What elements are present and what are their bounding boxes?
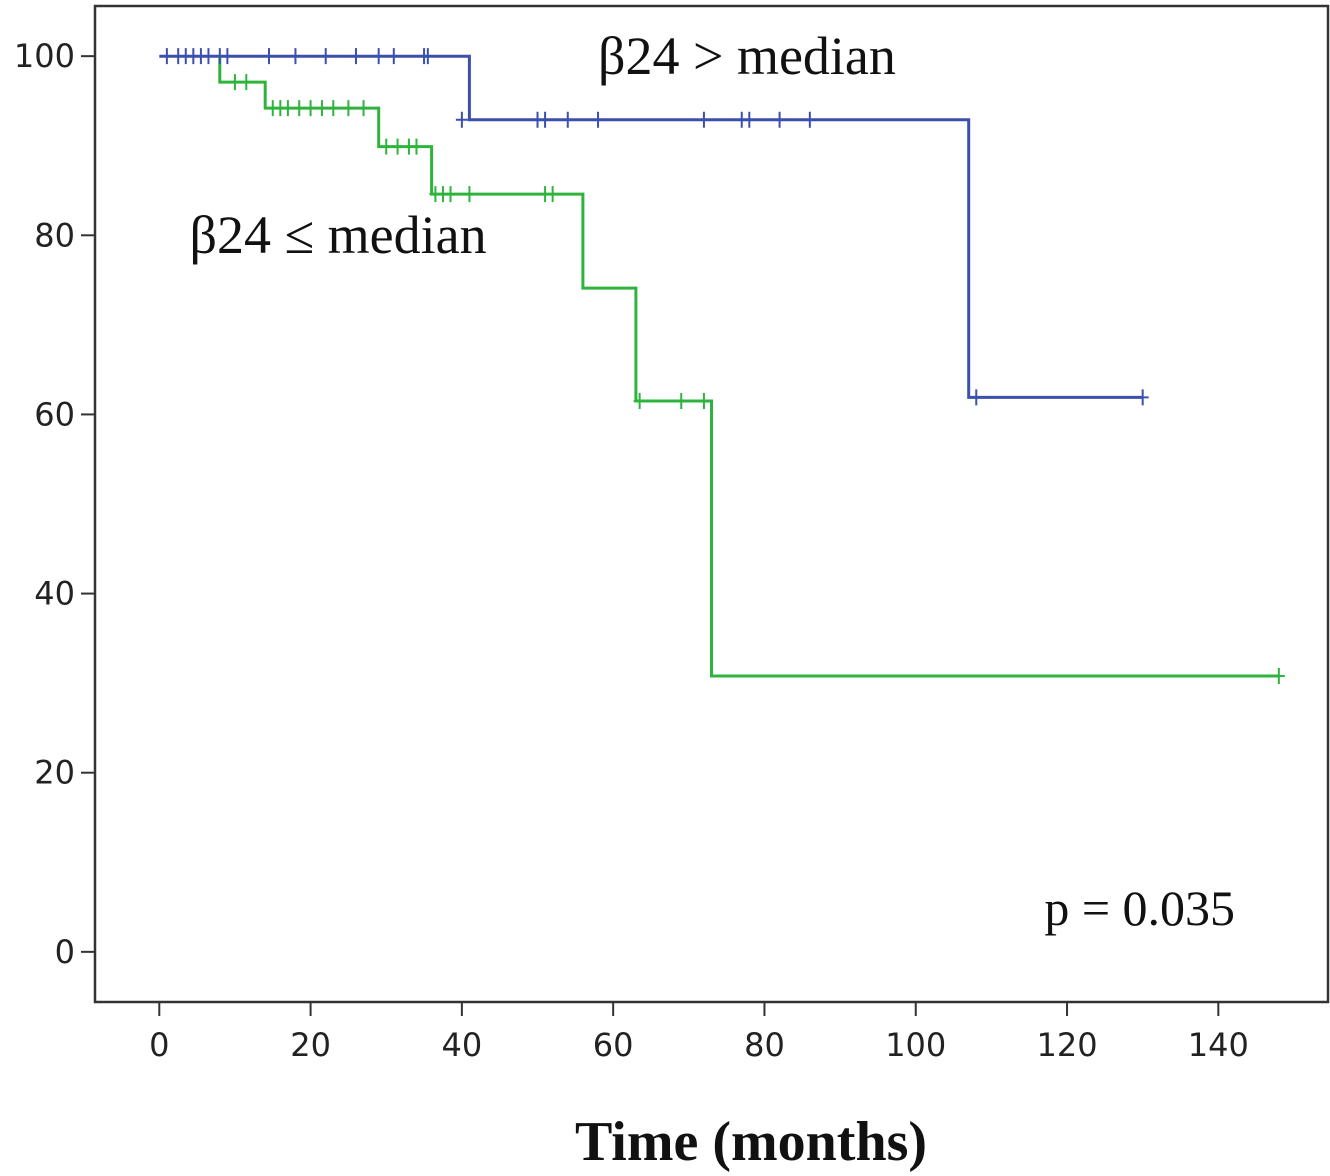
- censor-mark: [561, 111, 574, 128]
- censor-mark: [444, 186, 457, 203]
- censor-mark: [281, 100, 294, 117]
- censor-mark: [372, 48, 385, 65]
- censor-mark: [1272, 667, 1285, 684]
- censor-marks: [160, 48, 1285, 684]
- censor-mark: [463, 186, 476, 203]
- x-tick-label: 140: [1188, 1026, 1249, 1064]
- series-label-above-median: β24 > median: [598, 26, 896, 86]
- censor-mark: [675, 392, 688, 409]
- censor-mark: [743, 111, 756, 128]
- censor-mark: [970, 389, 983, 406]
- censor-mark: [289, 48, 302, 65]
- x-axis-title: Time (months): [575, 1111, 927, 1173]
- censor-mark: [380, 138, 393, 155]
- censor-mark: [304, 100, 317, 117]
- x-tick-label: 120: [1036, 1026, 1097, 1064]
- censor-mark: [228, 74, 241, 91]
- x-tick-label: 100: [885, 1026, 946, 1064]
- y-tick-label: 100: [14, 37, 75, 75]
- censor-mark: [633, 392, 646, 409]
- censor-mark: [315, 100, 328, 117]
- censor-mark: [546, 186, 559, 203]
- censor-mark: [773, 111, 786, 128]
- censor-mark: [342, 100, 355, 117]
- y-tick-label: 80: [34, 216, 75, 254]
- p-value-annotation: p = 0.035: [1044, 880, 1235, 936]
- x-tick-label: 20: [290, 1026, 331, 1064]
- x-tick-label: 80: [744, 1026, 785, 1064]
- censor-mark: [455, 111, 468, 128]
- censor-mark: [202, 48, 215, 65]
- censor-mark: [293, 100, 306, 117]
- censor-mark: [262, 48, 275, 65]
- y-tick-label: 20: [34, 754, 75, 792]
- censor-mark: [1136, 389, 1149, 406]
- censor-mark: [803, 111, 816, 128]
- series-label-below-median: β24 ≤ median: [190, 205, 487, 265]
- censor-mark: [410, 138, 423, 155]
- censor-mark: [349, 48, 362, 65]
- censor-mark: [319, 48, 332, 65]
- censor-mark: [357, 100, 370, 117]
- x-tick-label: 40: [442, 1026, 483, 1064]
- censor-mark: [697, 111, 710, 128]
- censor-mark: [391, 138, 404, 155]
- censor-mark: [421, 48, 434, 65]
- censor-mark: [539, 111, 552, 128]
- axis-ticks: 0 20 40 60 80 100 120 140 0 20 40 60 80 100: [14, 37, 1249, 1064]
- y-tick-label: 40: [34, 575, 75, 613]
- censor-mark: [160, 48, 173, 65]
- censor-mark: [387, 48, 400, 65]
- censor-mark: [327, 100, 340, 117]
- x-tick-label: 60: [593, 1026, 634, 1064]
- series-line-0: [159, 54, 1143, 399]
- censor-mark: [697, 392, 710, 409]
- x-tick-label: 0: [149, 1026, 169, 1064]
- censor-mark: [592, 111, 605, 128]
- y-tick-label: 60: [34, 395, 75, 433]
- censor-mark: [221, 48, 234, 65]
- y-tick-label: 0: [55, 933, 75, 971]
- censor-mark: [240, 74, 253, 91]
